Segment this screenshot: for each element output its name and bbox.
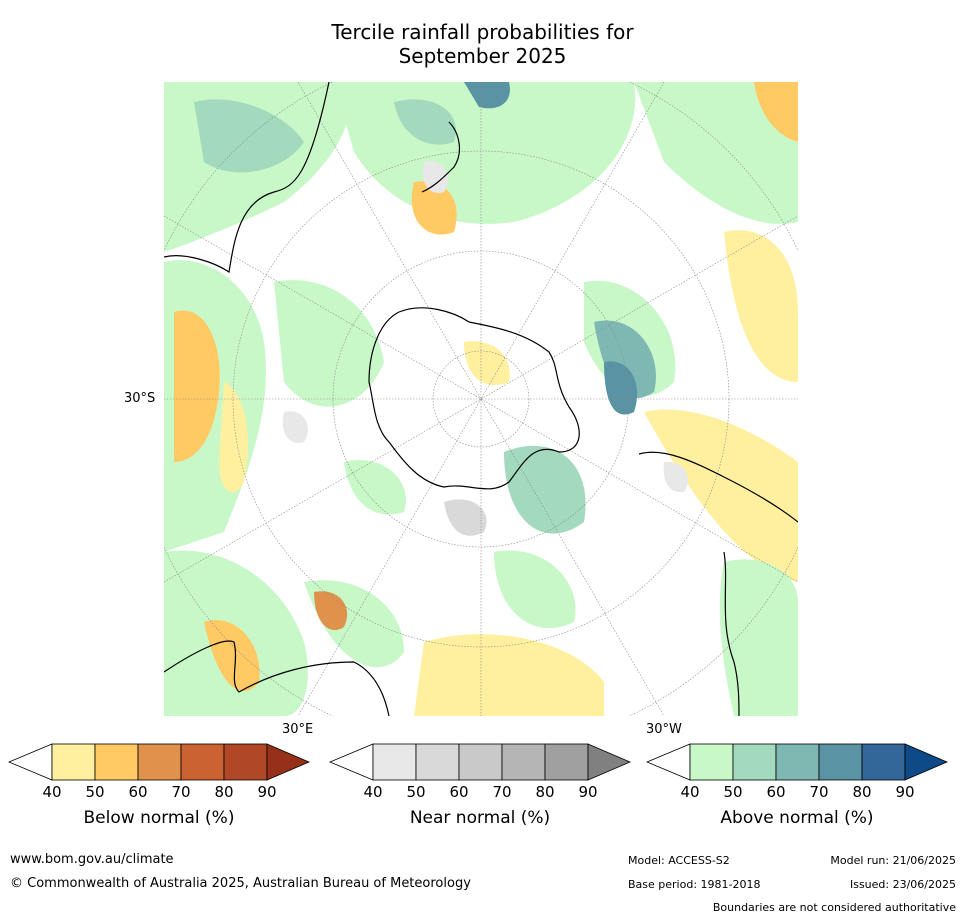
swatch-40-50	[372, 743, 417, 781]
colorbar-above-title: Above normal (%)	[720, 808, 874, 828]
swatch-60-70	[458, 743, 503, 781]
tick-below-90: 90	[257, 783, 277, 801]
footer-base-period: Base period: 1981-2018	[628, 878, 761, 891]
new-zealand-coastline	[421, 121, 461, 193]
footer-url: www.bom.gov.au/climate	[10, 852, 174, 867]
tick-above-90: 90	[895, 783, 915, 801]
swatch-over	[266, 743, 311, 781]
swatch-60-70	[775, 743, 820, 781]
swatch-under	[7, 743, 53, 781]
tick-above-80: 80	[852, 783, 872, 801]
tick-below-50: 50	[85, 783, 105, 801]
tick-above-50: 50	[723, 783, 743, 801]
tick-near-70: 70	[492, 783, 512, 801]
colorbar-below-title: Below normal (%)	[83, 808, 235, 828]
swatch-70-80	[501, 743, 546, 781]
swatch-over	[587, 743, 632, 781]
probability-shading	[164, 82, 798, 716]
antarctica-coastline	[368, 307, 580, 490]
title-line-2: September 2025	[398, 44, 567, 68]
swatch-50-60	[732, 743, 777, 781]
tick-above-70: 70	[809, 783, 829, 801]
polar-map	[164, 82, 798, 716]
tick-near-90: 90	[578, 783, 598, 801]
swatch-70-80	[818, 743, 863, 781]
tick-below-70: 70	[171, 783, 191, 801]
colorbar-near-swatches	[328, 743, 632, 781]
south-america-coastline	[638, 451, 798, 716]
swatch-70-80	[180, 743, 225, 781]
swatch-60-70	[137, 743, 182, 781]
swatch-80-90	[861, 743, 906, 781]
swatch-50-60	[94, 743, 139, 781]
tick-above-40: 40	[680, 783, 700, 801]
swatch-under	[328, 743, 374, 781]
footer-model: Model: ACCESS-S2	[628, 854, 730, 867]
chart-title: Tercile rainfall probabilities for Septe…	[0, 20, 965, 68]
swatch-over	[904, 743, 949, 781]
tick-below-60: 60	[128, 783, 148, 801]
tick-near-80: 80	[535, 783, 555, 801]
swatch-40-50	[689, 743, 734, 781]
swatch-80-90	[223, 743, 268, 781]
swatch-under	[645, 743, 691, 781]
tick-below-80: 80	[214, 783, 234, 801]
lat-label-30s: 30°S	[124, 391, 156, 406]
tick-near-50: 50	[406, 783, 426, 801]
graticule	[164, 82, 798, 716]
australia-coastline	[164, 82, 330, 274]
footer-copyright: © Commonwealth of Australia 2025, Austra…	[10, 876, 471, 891]
footer-model-run: Model run: 21/06/2025	[830, 854, 956, 867]
colorbar-above-normal	[645, 742, 949, 782]
tick-near-60: 60	[449, 783, 469, 801]
swatch-40-50	[51, 743, 96, 781]
tick-above-60: 60	[766, 783, 786, 801]
colorbar-above-swatches	[645, 743, 949, 781]
footer-disclaimer: Boundaries are not considered authoritat…	[712, 901, 956, 914]
colorbar-near-title: Near normal (%)	[409, 808, 551, 828]
tick-below-40: 40	[42, 783, 62, 801]
africa-coastline	[164, 640, 390, 716]
swatch-50-60	[415, 743, 460, 781]
lon-label-30e: 30°E	[282, 722, 314, 737]
swatch-80-90	[544, 743, 589, 781]
lon-label-30w: 30°W	[646, 722, 682, 737]
footer-issued: Issued: 23/06/2025	[849, 878, 956, 891]
coastlines	[164, 82, 798, 716]
title-line-1: Tercile rainfall probabilities for	[331, 20, 634, 44]
tick-near-40: 40	[363, 783, 383, 801]
colorbar-below-swatches	[7, 743, 311, 781]
colorbar-below-normal	[7, 742, 311, 782]
colorbar-near-normal	[328, 742, 632, 782]
